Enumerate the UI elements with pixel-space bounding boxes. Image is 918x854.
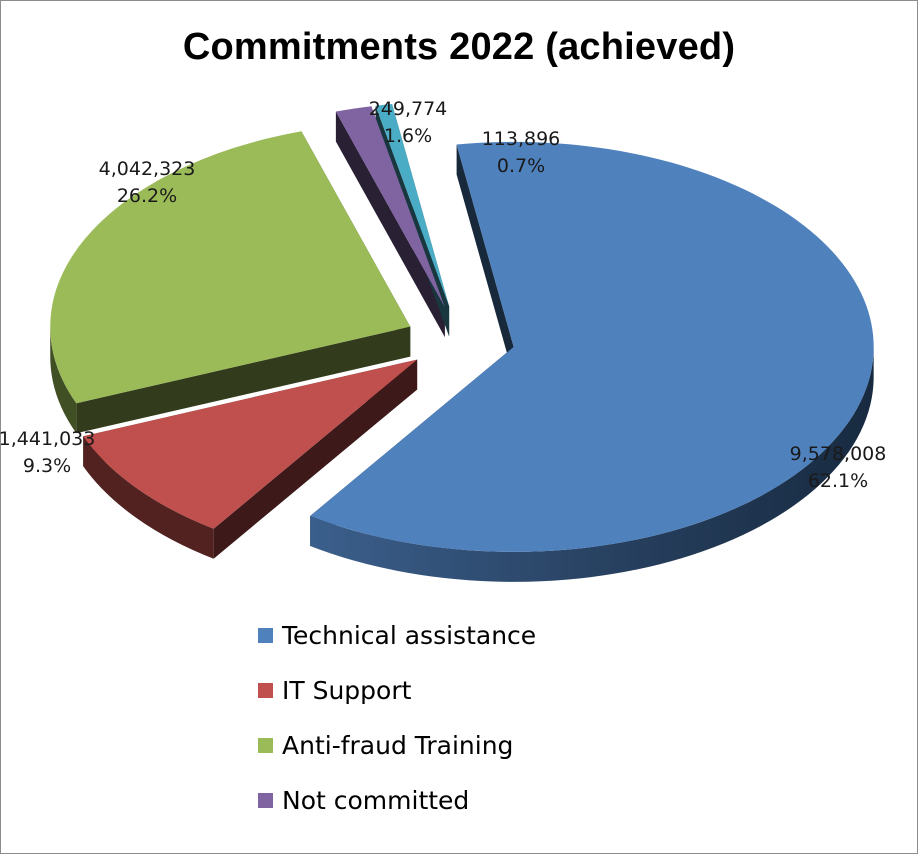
legend-label: Anti-fraud Training xyxy=(282,731,514,760)
data-label-value: 4,042,323 xyxy=(99,158,196,180)
pie-slice-side xyxy=(50,326,77,434)
legend-swatch xyxy=(258,628,273,643)
pie-chart: 9,578,008 62.1% 1,441,033 9.3% 4,042,323 26.2… xyxy=(0,98,886,582)
pie-slice-side xyxy=(310,346,874,582)
pie-slice-unlabeled xyxy=(375,103,450,307)
legend-label: Technical assistance xyxy=(282,621,537,650)
data-label-percent: 9.3% xyxy=(23,455,71,477)
legend-item: IT Support xyxy=(258,663,536,718)
legend-swatch xyxy=(258,683,273,698)
chart-legend: Technical assistance IT Support Anti-fraud… xyxy=(258,608,536,828)
legend-swatch xyxy=(258,793,273,808)
pie-slice-side xyxy=(83,436,214,559)
data-label-percent: 1.6% xyxy=(384,125,432,147)
legend-item: Not committed xyxy=(258,773,536,828)
pie-slice-not-committed xyxy=(335,106,445,307)
legend-label: IT Support xyxy=(282,676,412,705)
data-label-percent: 62.1% xyxy=(808,470,868,492)
legend-label: Not committed xyxy=(282,786,470,815)
pie-slice-anti-fraud-training xyxy=(50,131,411,404)
data-label-percent: 26.2% xyxy=(117,185,177,207)
chart-title: Commitments 2022 (achieved) xyxy=(182,26,736,68)
pie-slice-it-support xyxy=(83,359,418,529)
data-label-value: 113,896 xyxy=(482,128,561,150)
pie-labels-layer: 9,578,008 62.1% 1,441,033 9.3% 4,042,323 26.2… xyxy=(0,98,886,492)
pie-slice-cut-face xyxy=(456,144,514,377)
data-label-value: 9,578,008 xyxy=(790,443,887,465)
pie-slice-cut-face xyxy=(76,326,411,434)
legend-item: Anti-fraud Training xyxy=(258,718,536,773)
data-label-percent: 0.7% xyxy=(497,155,545,177)
data-label-value: 1,441,033 xyxy=(0,428,95,450)
data-label-value: 249,774 xyxy=(369,98,448,120)
pie-top-layer xyxy=(50,103,874,552)
pie-slice-cut-face xyxy=(335,111,445,337)
legend-swatch xyxy=(258,738,273,753)
pie-slice-technical-assistance xyxy=(310,141,874,552)
pie-slice-cut-face xyxy=(213,359,418,559)
legend-item: Technical assistance xyxy=(258,608,536,663)
